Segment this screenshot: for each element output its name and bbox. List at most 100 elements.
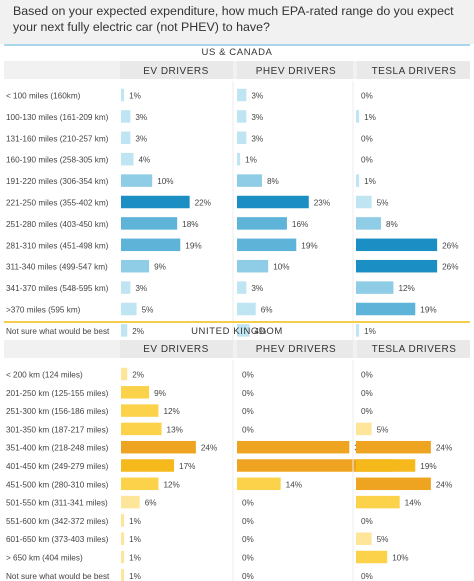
data-label: 1% [129, 554, 141, 563]
bar [237, 88, 247, 102]
bar [237, 195, 309, 209]
bar [121, 514, 125, 527]
bar [356, 532, 372, 545]
data-label: 10% [157, 177, 173, 186]
data-label: 10% [273, 263, 289, 272]
bar [237, 281, 247, 294]
data-label: 14% [286, 480, 302, 489]
bar [237, 174, 262, 187]
category-label: 311-340 miles (499-547 km) [6, 263, 108, 272]
question-header: Based on your expected expenditure, how … [0, 0, 474, 44]
bar [237, 152, 241, 166]
bar [356, 422, 372, 436]
data-label: 22% [195, 199, 211, 208]
bar [356, 238, 438, 252]
bar [121, 281, 131, 294]
column-header-phev: PHEV DRIVERS [256, 66, 336, 77]
bar [121, 495, 140, 509]
data-label: 5% [142, 306, 154, 315]
bar [356, 281, 394, 294]
bar [121, 477, 159, 491]
category-label: 301-350 km (187-217 miles) [6, 425, 109, 434]
column-header-cell [237, 61, 353, 79]
category-label: 251-280 miles (403-450 km) [6, 220, 109, 229]
bar [356, 259, 438, 273]
data-label: 5% [377, 535, 389, 544]
bar [237, 440, 350, 454]
category-label: > 650 km (404 miles) [6, 554, 83, 563]
column-header-cell [357, 340, 470, 358]
category-label: >370 miles (595 km) [6, 306, 81, 315]
data-label: 24% [201, 444, 217, 453]
data-label: 3% [251, 113, 263, 122]
data-label: 8% [267, 177, 279, 186]
data-label: 4% [254, 327, 266, 336]
data-label: 0% [361, 517, 373, 526]
bar [121, 324, 128, 337]
bar [121, 88, 125, 102]
section-title: UNITED KINGDOM [191, 326, 283, 337]
category-label: 551-600 km (342-372 miles) [6, 517, 109, 526]
data-label: 1% [129, 572, 141, 581]
column-header-ev: EV DRIVERS [143, 344, 209, 355]
data-label: 8% [386, 220, 398, 229]
data-label: 19% [301, 241, 317, 250]
data-label: 0% [361, 371, 373, 380]
bar [237, 324, 250, 337]
data-label: 3% [251, 134, 263, 143]
bar [356, 110, 360, 123]
bar [237, 217, 287, 230]
data-label: 13% [167, 425, 183, 434]
data-label: 0% [242, 499, 254, 508]
bar [121, 174, 153, 187]
data-label: 9% [154, 389, 166, 398]
data-label: 3% [135, 113, 147, 122]
data-label: 10% [392, 554, 408, 563]
data-label: 12% [398, 284, 414, 293]
data-label: 1% [364, 113, 376, 122]
data-label: 0% [242, 517, 254, 526]
data-label: 0% [361, 407, 373, 416]
bar [356, 302, 416, 316]
bar [121, 238, 181, 252]
data-label: 5% [377, 199, 389, 208]
data-label: 2% [132, 371, 144, 380]
bar [121, 367, 128, 381]
bar [237, 459, 393, 472]
data-label: 2% [132, 327, 144, 336]
category-label: 501-550 km (311-341 miles) [6, 499, 108, 508]
bar [237, 238, 297, 252]
bar [237, 302, 256, 316]
data-label: 26% [442, 241, 458, 250]
bar [356, 459, 416, 472]
data-label: 6% [261, 306, 273, 315]
bar [121, 550, 125, 564]
data-label: 1% [129, 535, 141, 544]
bar [356, 477, 431, 491]
category-label: 401-450 km (249-279 miles) [6, 462, 109, 471]
bar [121, 217, 178, 230]
bar [121, 152, 134, 166]
bar [237, 110, 247, 123]
data-label: 3% [135, 134, 147, 143]
bar [237, 259, 269, 273]
data-label: 4% [138, 156, 150, 165]
data-label: 0% [361, 389, 373, 398]
section-title: US & CANADA [201, 47, 272, 58]
bar [121, 404, 159, 417]
data-label: 0% [361, 572, 373, 581]
data-label: 19% [420, 306, 436, 315]
bar [121, 259, 150, 273]
category-label: 191-220 miles (306-354 km) [6, 177, 109, 186]
data-label: 26% [442, 263, 458, 272]
data-label: 1% [364, 327, 376, 336]
data-label: 0% [242, 554, 254, 563]
data-label: 12% [163, 480, 179, 489]
category-label: 131-160 miles (210-257 km) [6, 134, 109, 143]
column-header-tesla: TESLA DRIVERS [372, 66, 457, 77]
bar [121, 569, 125, 581]
bar [237, 477, 281, 491]
category-label: 451-500 km (280-310 miles) [6, 480, 109, 489]
category-label: 341-370 miles (548-595 km) [6, 284, 109, 293]
